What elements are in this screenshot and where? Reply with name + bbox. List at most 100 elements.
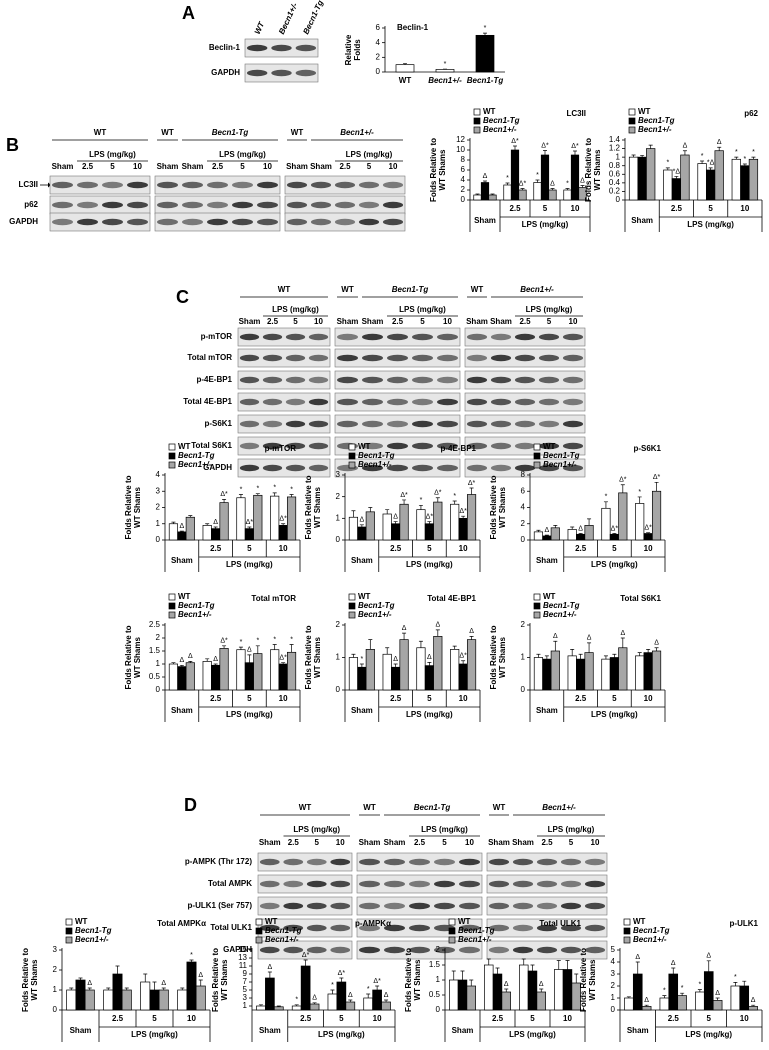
y-axis-label: Folds Relative to [579,948,588,1012]
blot-row-label: GAPDH [203,463,232,472]
blot-band [77,218,98,226]
bar [488,194,497,201]
chart-title: Total mTOR [251,594,296,603]
blot-band [536,924,558,932]
bar [542,535,552,541]
significance-mark: * [290,636,293,643]
significance-mark: Δ [654,640,659,647]
y-tick-label: 0 [336,535,341,544]
y-axis-label: WT Shams [593,149,602,190]
error-bar [662,995,667,998]
blot-row-label: p-mTOR [201,332,233,341]
chart-title: Beclin-1 [397,23,429,32]
error-bar [198,979,203,986]
y-tick-label: 2 [521,620,526,629]
error-bar [674,176,679,179]
error-bar [483,32,487,36]
bar [253,653,263,691]
error-bar [646,649,651,653]
blot-band [512,858,534,866]
bar [748,158,759,201]
x-tick-label: 2.5 [210,694,222,703]
bar [365,649,375,691]
bar [677,995,687,1011]
y-axis-label: WT Shams [498,637,507,678]
bar [121,989,132,1011]
error-bar [648,144,653,149]
blot-band [207,201,228,209]
blot-band [412,398,433,406]
x-tick-label: 10 [459,694,468,703]
lane-label: 2.5 [339,162,351,171]
bar [424,523,434,541]
error-bar [620,637,625,648]
blot-band [488,858,510,866]
significance-mark: Δ [504,981,509,988]
blot-band [330,880,351,888]
legend-swatch [623,936,631,944]
blot-band [490,420,512,428]
blot-band [283,924,304,932]
x-tick-label: 5 [427,694,432,703]
panel-label: B [6,135,19,155]
lane-label: 5 [420,317,425,326]
error-bar [289,644,294,653]
x-tick-label: Sham [351,706,373,715]
bar [345,1001,356,1011]
bar [278,663,288,691]
y-tick-label: 4 [461,175,466,184]
blot-band [382,201,404,209]
blot-band [562,333,584,341]
error-bar [143,973,148,982]
blot-row-label: Total mTOR [187,353,232,362]
blot-strip [237,414,331,434]
lps-label: LPS (mg/kg) [421,825,468,834]
bar [466,985,476,1011]
blot-band [434,858,455,866]
blot-band [358,218,380,226]
y-tick-label: 1.5 [429,960,441,969]
bar [382,653,392,691]
blot-band [306,880,327,888]
bar [628,156,639,201]
bar [712,1000,723,1011]
blot-row-label: GAPDH [9,217,38,226]
arrow-head [48,182,51,188]
blot-band [285,442,306,450]
bar [527,970,538,1011]
blot-band [285,354,306,362]
blot-band [334,201,356,209]
bar [357,526,367,541]
lane-label: Sham [466,317,488,326]
blot-band [459,880,480,888]
panel-label: A [182,3,195,23]
y-tick-label: 8 [521,470,526,479]
error-bar [543,150,547,155]
bar [348,657,359,691]
legend-label: Becn1-Tg [543,451,580,460]
legend-label: Becn1-Tg [75,926,112,935]
error-bar [222,645,227,649]
lane-label: Sham [182,162,204,171]
error-bar [544,534,549,536]
y-axis-label: WT Shams [313,637,322,678]
error-bar [393,521,398,524]
error-bar [574,973,579,983]
y-axis-label: Folds Relative to [489,625,498,689]
blot-band [538,442,560,450]
bar [186,961,197,1011]
legend-swatch [448,936,456,944]
legend-swatch [448,927,456,935]
significance-mark: * [484,25,487,32]
blot-band [308,376,329,384]
y-axis-label: Folds Relative to [21,948,30,1012]
legend-swatch [348,452,356,460]
significance-mark: Δ [580,177,585,184]
error-bar [556,960,561,970]
bar [473,194,482,201]
significance-mark: * [735,149,738,156]
error-bar [366,993,371,998]
x-axis-label: LPS (mg/kg) [226,560,273,569]
legend-label: Becn1+/- [75,935,109,944]
error-bar [161,987,166,990]
